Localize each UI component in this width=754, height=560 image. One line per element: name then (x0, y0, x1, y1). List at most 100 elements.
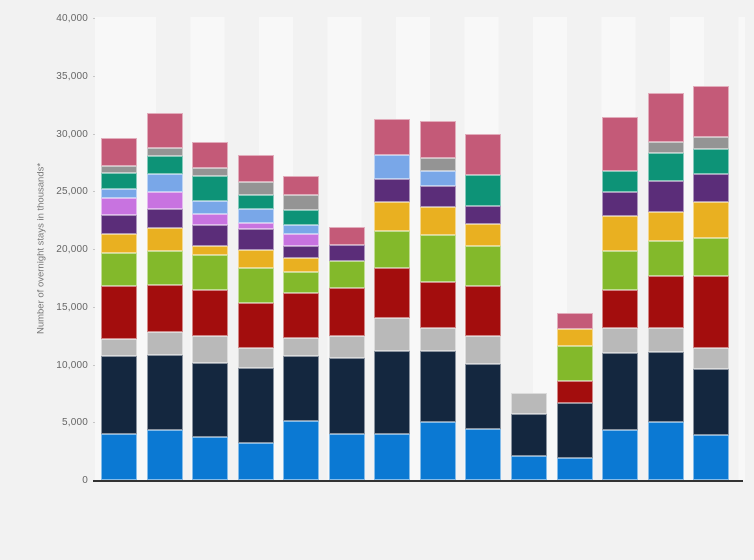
bar-1-segment-dark-navy[interactable] (101, 356, 137, 434)
bar-8-segment-dark-navy[interactable] (419, 350, 456, 423)
bar-4-segment-dark-red[interactable] (237, 302, 274, 348)
bar-11-segment-green[interactable] (556, 346, 593, 381)
bar-9-segment-dark-red[interactable] (465, 285, 502, 336)
bar-7-segment-dark-navy[interactable] (374, 350, 411, 434)
bar-6-segment-green[interactable] (328, 261, 365, 289)
bar-1-segment-dark-red[interactable] (101, 286, 137, 340)
bar-11-segment-rose[interactable] (556, 312, 593, 330)
bar-1-segment-bright-blue[interactable] (101, 433, 137, 480)
bar-5-segment-teal[interactable] (283, 209, 320, 225)
bar-13-segment-dark-navy[interactable] (647, 352, 684, 423)
bar-13-segment-yellow[interactable] (647, 212, 684, 241)
bar-9-segment-dark-purple[interactable] (465, 206, 502, 225)
bar-14[interactable] (693, 85, 730, 480)
bar-5-segment-orchid[interactable] (283, 234, 320, 247)
bar-3-segment-mid-gray[interactable] (192, 168, 229, 176)
bar-3-segment-light-gray[interactable] (192, 336, 229, 363)
bar-12[interactable] (602, 116, 639, 480)
bar-8-segment-rose[interactable] (419, 120, 456, 159)
bar-2-segment-orchid[interactable] (146, 192, 183, 210)
bar-7-segment-cornflower[interactable] (374, 154, 411, 180)
bar-5-segment-mid-gray[interactable] (283, 194, 320, 210)
bar-11-segment-dark-navy[interactable] (556, 402, 593, 459)
bar-3-segment-cornflower[interactable] (192, 200, 229, 214)
bar-2-segment-light-gray[interactable] (146, 332, 183, 355)
bar-7-segment-rose[interactable] (374, 118, 411, 155)
bar-9-segment-yellow[interactable] (465, 224, 502, 247)
bar-13-segment-dark-red[interactable] (647, 275, 684, 329)
bar-8[interactable] (419, 120, 456, 480)
bar-12-segment-dark-purple[interactable] (602, 192, 639, 216)
bar-4-segment-green[interactable] (237, 268, 274, 303)
bar-4-segment-bright-blue[interactable] (237, 443, 274, 480)
bar-2-segment-mid-gray[interactable] (146, 148, 183, 157)
bar-14-segment-mid-gray[interactable] (693, 137, 730, 149)
bar-2-segment-teal[interactable] (146, 156, 183, 175)
bar-5-segment-dark-purple[interactable] (283, 246, 320, 258)
bar-13-segment-light-gray[interactable] (647, 328, 684, 353)
bar-8-segment-mid-gray[interactable] (419, 158, 456, 171)
bar-13[interactable] (647, 93, 684, 480)
bar-4-segment-dark-purple[interactable] (237, 229, 274, 251)
bar-10[interactable] (510, 393, 547, 480)
bar-2-segment-rose[interactable] (146, 113, 183, 149)
bar-1-segment-yellow[interactable] (101, 234, 137, 254)
bar-4-segment-teal[interactable] (237, 194, 274, 209)
bar-10-segment-bright-blue[interactable] (510, 455, 547, 480)
bar-2-segment-green[interactable] (146, 251, 183, 285)
bar-9-segment-bright-blue[interactable] (465, 429, 502, 480)
bar-8-segment-green[interactable] (419, 234, 456, 282)
bar-1[interactable] (101, 138, 137, 480)
bar-13-segment-bright-blue[interactable] (647, 422, 684, 480)
bar-3-segment-yellow[interactable] (192, 245, 229, 256)
bar-4-segment-yellow[interactable] (237, 250, 274, 269)
bar-7-segment-dark-purple[interactable] (374, 179, 411, 202)
bar-11[interactable] (556, 312, 593, 480)
bar-13-segment-teal[interactable] (647, 153, 684, 181)
bar-11-segment-dark-red[interactable] (556, 380, 593, 403)
bar-6-segment-dark-navy[interactable] (328, 357, 365, 434)
bar-7-segment-yellow[interactable] (374, 201, 411, 231)
bar-14-segment-light-gray[interactable] (693, 347, 730, 370)
bar-6-segment-rose[interactable] (328, 227, 365, 246)
bar-3-segment-dark-red[interactable] (192, 290, 229, 337)
bar-3[interactable] (192, 142, 229, 480)
bar-14-segment-dark-navy[interactable] (693, 369, 730, 435)
bar-3-segment-rose[interactable] (192, 142, 229, 169)
bar-1-segment-orchid[interactable] (101, 197, 137, 215)
bar-13-segment-rose[interactable] (647, 93, 684, 143)
bar-9[interactable] (465, 133, 502, 480)
bar-5-segment-yellow[interactable] (283, 257, 320, 273)
bar-13-segment-dark-purple[interactable] (647, 180, 684, 213)
bar-4-segment-orchid[interactable] (237, 222, 274, 230)
bar-12-segment-rose[interactable] (602, 116, 639, 172)
bar-1-segment-mid-gray[interactable] (101, 165, 137, 173)
bar-1-segment-teal[interactable] (101, 172, 137, 190)
bar-4-segment-cornflower[interactable] (237, 208, 274, 223)
bar-8-segment-dark-red[interactable] (419, 281, 456, 329)
bar-8-segment-bright-blue[interactable] (419, 422, 456, 480)
bar-12-segment-light-gray[interactable] (602, 328, 639, 353)
bar-7-segment-light-gray[interactable] (374, 318, 411, 351)
bar-14-segment-dark-red[interactable] (693, 276, 730, 348)
bar-8-segment-cornflower[interactable] (419, 170, 456, 186)
bar-6-segment-dark-purple[interactable] (328, 245, 365, 262)
bar-13-segment-green[interactable] (647, 240, 684, 276)
bar-4-segment-light-gray[interactable] (237, 347, 274, 368)
bar-3-segment-orchid[interactable] (192, 213, 229, 226)
bar-8-segment-yellow[interactable] (419, 206, 456, 235)
bar-14-segment-dark-purple[interactable] (693, 173, 730, 202)
bar-1-segment-cornflower[interactable] (101, 189, 137, 198)
bar-1-segment-green[interactable] (101, 253, 137, 286)
bar-9-segment-rose[interactable] (465, 133, 502, 175)
bar-5-segment-green[interactable] (283, 272, 320, 293)
bar-12-segment-dark-navy[interactable] (602, 352, 639, 431)
bar-8-segment-dark-purple[interactable] (419, 185, 456, 207)
bar-13-segment-mid-gray[interactable] (647, 142, 684, 154)
bar-5-segment-bright-blue[interactable] (283, 421, 320, 480)
bar-2-segment-dark-navy[interactable] (146, 354, 183, 431)
bar-2-segment-dark-red[interactable] (146, 284, 183, 333)
bar-11-segment-bright-blue[interactable] (556, 458, 593, 480)
bar-1-segment-rose[interactable] (101, 138, 137, 166)
bar-1-segment-light-gray[interactable] (101, 339, 137, 357)
